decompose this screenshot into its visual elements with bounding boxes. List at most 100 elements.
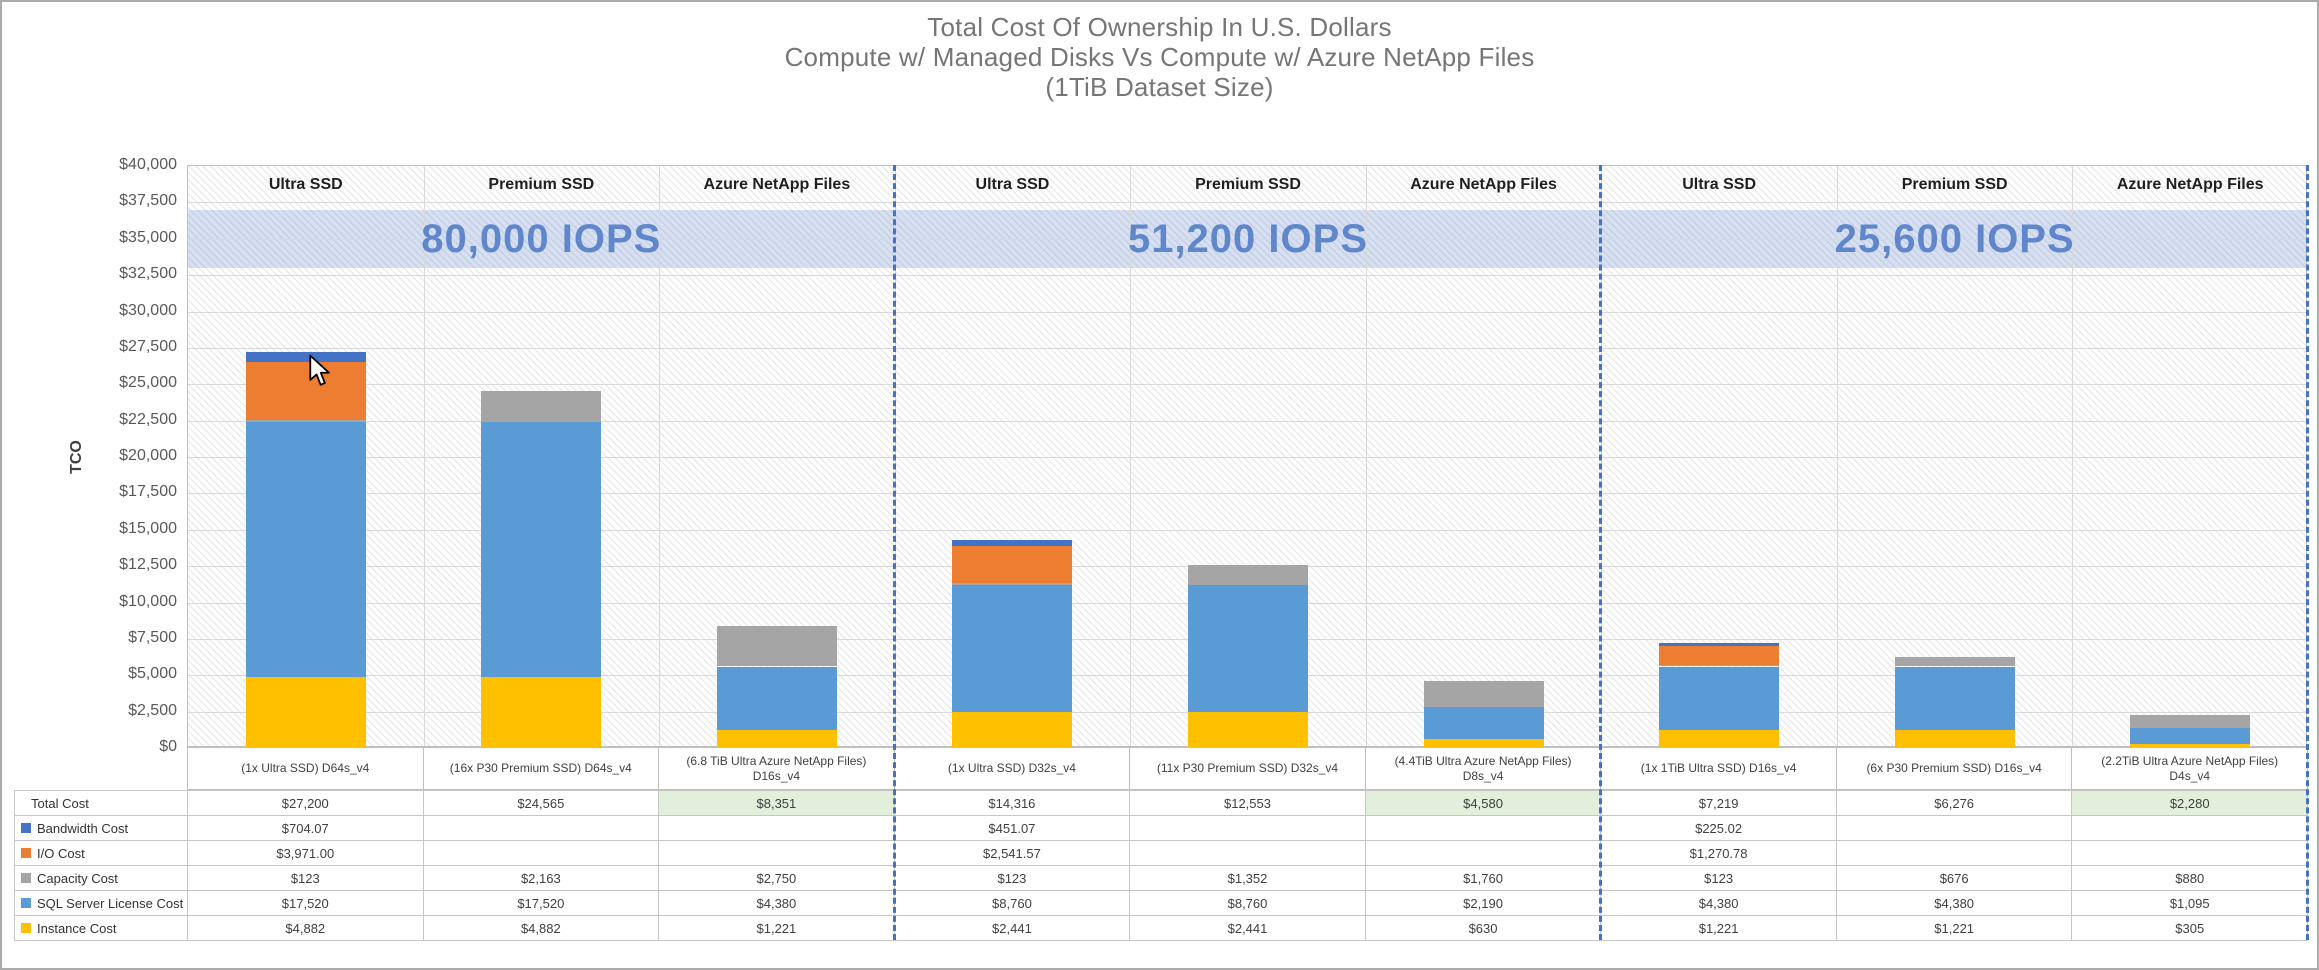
gridline <box>188 420 2306 422</box>
column-separator <box>659 166 661 746</box>
gridline <box>188 238 2306 240</box>
gridline <box>188 202 2306 204</box>
gridline <box>188 384 2306 386</box>
mouse-cursor-icon <box>308 354 332 393</box>
table-value-cell <box>422 815 660 841</box>
table-value-cell: $630 <box>1364 915 1602 941</box>
bar-segment-sql <box>716 666 837 731</box>
table-value-cell: $880 <box>2071 865 2308 891</box>
bar-segment-instance <box>1894 730 2015 748</box>
table-row-label-text: Capacity Cost <box>37 870 118 886</box>
table-row-label: Bandwidth Cost <box>14 815 188 841</box>
table-value-cell: $676 <box>1835 865 2073 891</box>
table-value-cell: $2,163 <box>422 865 660 891</box>
table-value-cell <box>2071 815 2308 841</box>
y-axis-tick: $25,000 <box>119 374 177 392</box>
bar-segment-instance <box>481 676 602 748</box>
table-value-cell: $1,221 <box>1600 915 1837 941</box>
bar-segment-capacity <box>1423 681 1544 707</box>
table-row-label: Total Cost <box>14 790 188 816</box>
chart-title: Total Cost Of Ownership In U.S. Dollars … <box>2 12 2317 102</box>
table-value-cell: $1,352 <box>1129 865 1366 891</box>
table-value-cell <box>658 840 895 866</box>
total-value-cell: $27,200 <box>187 790 424 816</box>
y-axis-tick: $10,000 <box>119 592 177 610</box>
column-separator <box>1365 166 1367 746</box>
table-value-cell: $2,441 <box>1129 915 1366 941</box>
table-value-cell: $451.07 <box>893 815 1131 841</box>
table-value-cell: $17,520 <box>422 890 660 916</box>
bar-segment-sql <box>1659 666 1780 731</box>
y-axis-tick: $17,500 <box>119 483 177 501</box>
y-axis-tick: $37,500 <box>119 192 177 210</box>
y-axis-tick: $7,500 <box>128 628 177 646</box>
column-header: Premium SSD <box>488 176 595 193</box>
iops-highlight-band <box>188 209 2306 268</box>
y-axis-tick: $32,500 <box>119 265 177 283</box>
column-header: Azure NetApp Files <box>1410 176 1557 193</box>
column-header: Azure NetApp Files <box>2116 176 2264 193</box>
chart-title-line1: Total Cost Of Ownership In U.S. Dollars <box>927 12 1392 42</box>
bar-segment-instance <box>2130 743 2251 748</box>
bar-segment-capacity <box>1659 664 1780 667</box>
bar-segment-bandwidth <box>1659 642 1780 647</box>
table-value-cell: $4,380 <box>658 890 895 916</box>
bar-segment-sql <box>952 585 1073 713</box>
y-axis-tick: $2,500 <box>128 701 177 719</box>
category-label-cell: (1x Ultra SSD) D64s_v4 <box>187 747 424 790</box>
gridline <box>188 457 2306 458</box>
bar-segment-sql <box>1188 585 1308 713</box>
bar-segment-instance <box>1659 730 1780 748</box>
table-value-cell: $305 <box>2071 915 2308 941</box>
bar-segment-sql <box>1423 706 1544 739</box>
table-row-label: I/O Cost <box>14 840 188 866</box>
table-value-cell <box>1364 840 1602 866</box>
table-value-cell <box>1129 840 1366 866</box>
total-value-cell: $4,580 <box>1364 790 1602 816</box>
category-label-cell: (6.8 TiB Ultra Azure NetApp Files) D16s_… <box>658 747 895 790</box>
gridline <box>188 529 2306 531</box>
total-value-cell: $7,219 <box>1600 790 1837 816</box>
bar-segment-instance <box>952 712 1073 748</box>
table-row-label-text: Bandwidth Cost <box>37 820 129 836</box>
bar-segment-instance <box>1423 738 1544 748</box>
table-value-cell: $8,760 <box>1129 890 1366 916</box>
total-value-cell: $12,553 <box>1129 790 1366 816</box>
table-value-cell: $1,221 <box>1835 915 2073 941</box>
bar-segment-capacity <box>1894 656 2015 667</box>
table-row-label-text: Instance Cost <box>37 920 117 936</box>
column-header: Azure NetApp Files <box>703 176 851 193</box>
table-value-cell: $123 <box>1600 865 1837 891</box>
column-separator <box>423 166 425 746</box>
table-row-label-text: I/O Cost <box>37 845 85 861</box>
category-label-cell: (1x Ultra SSD) D32s_v4 <box>893 747 1131 790</box>
table-value-cell: $1,221 <box>658 915 895 941</box>
column-header: Ultra SSD <box>975 176 1050 193</box>
column-header: Premium SSD <box>1195 176 1301 193</box>
legend-swatch-bandwidth <box>21 823 31 833</box>
total-value-cell: $8,351 <box>658 790 895 816</box>
gridline <box>188 347 2306 349</box>
table-row-label: Instance Cost <box>14 915 188 941</box>
table-value-cell: $4,882 <box>422 915 660 941</box>
table-value-cell: $2,190 <box>1364 890 1602 916</box>
bar-segment-instance <box>245 676 366 748</box>
legend-swatch-sql <box>21 898 31 908</box>
bar-segment-sql <box>2130 727 2251 744</box>
table-value-cell <box>1835 840 2073 866</box>
y-axis-tick: $12,500 <box>119 556 177 574</box>
gridline <box>188 493 2306 495</box>
y-axis-tick: $0 <box>159 738 177 755</box>
bar-segment-capacity <box>481 390 602 423</box>
category-label-cell: (6x P30 Premium SSD) D16s_v4 <box>1835 747 2073 790</box>
category-label-cell: (11x P30 Premium SSD) D32s_v4 <box>1129 747 1366 790</box>
y-axis-tick: $27,500 <box>119 337 177 355</box>
table-value-cell: $3,971.00 <box>187 840 424 866</box>
table-value-cell: $1,270.78 <box>1600 840 1837 866</box>
total-value-cell: $24,565 <box>422 790 660 816</box>
legend-swatch-io <box>21 848 31 858</box>
table-value-cell: $1,095 <box>2071 890 2308 916</box>
y-axis-tick: $35,000 <box>119 228 177 246</box>
table-value-cell: $17,520 <box>187 890 424 916</box>
